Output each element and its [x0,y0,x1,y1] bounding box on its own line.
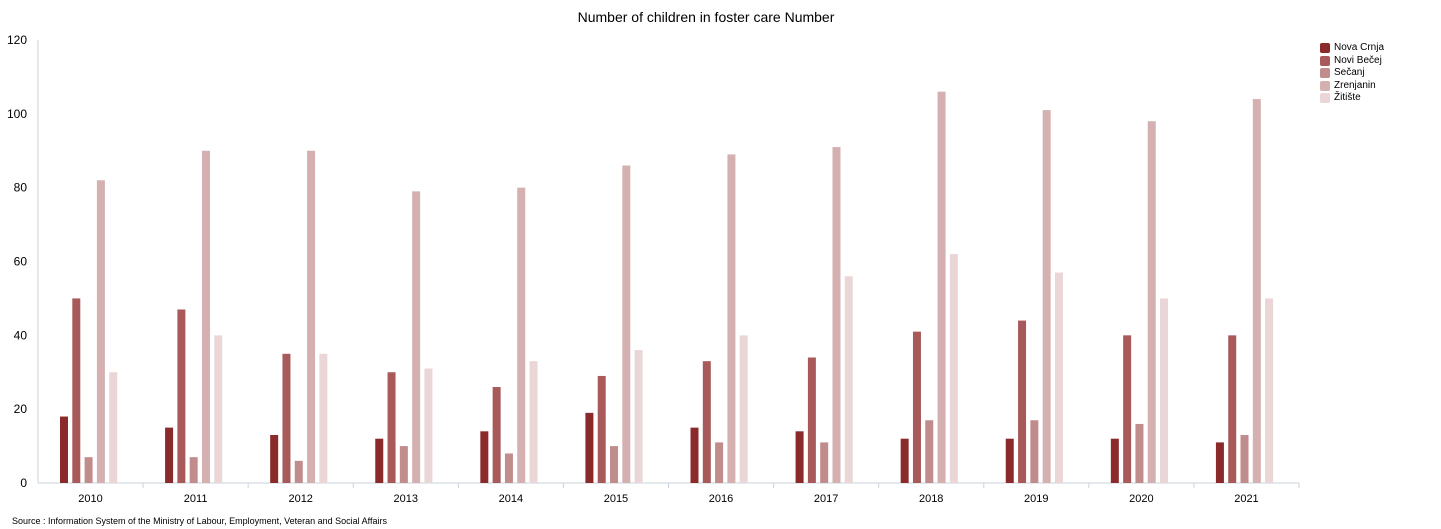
bar-novi-be-ej-2020 [1123,335,1132,483]
legend-item: Nova Crnja [1320,42,1384,55]
bar--iti-te-2020 [1160,298,1169,483]
bar-nova-crnja-2012 [270,435,279,483]
bar-nova-crnja-2021 [1215,442,1224,483]
bar-se-anj-2021 [1240,435,1249,483]
x-tick-label: 2016 [709,493,733,505]
legend-item: Zrenjanin [1320,80,1384,93]
bar-zrenjanin-2017 [832,147,841,483]
bar-zrenjanin-2019 [1042,110,1051,484]
bar-se-anj-2016 [715,442,724,483]
bar-zrenjanin-2020 [1147,121,1156,483]
x-tick-label: 2013 [394,493,418,505]
bar-se-anj-2018 [925,420,934,483]
bar--iti-te-2015 [634,350,643,483]
y-tick-label: 60 [14,255,28,269]
bar-zrenjanin-2021 [1252,99,1261,484]
chart-title: Number of children in foster care Number [577,9,835,25]
bar-nova-crnja-2017 [795,431,804,483]
legend-swatch [1320,93,1330,104]
bar-se-anj-2013 [399,446,408,483]
bar-novi-be-ej-2012 [282,353,291,483]
bar--iti-te-2014 [529,361,538,483]
bar-novi-be-ej-2018 [912,331,921,483]
bar--iti-te-2010 [109,372,118,483]
x-tick-label: 2018 [919,493,943,505]
bar-novi-be-ej-2014 [492,387,501,483]
bar-nova-crnja-2014 [480,431,489,483]
bar--iti-te-2019 [1054,272,1063,483]
bar-nova-crnja-2018 [900,438,909,483]
bar-zrenjanin-2015 [622,165,631,483]
bar-zrenjanin-2011 [201,150,210,483]
bar-se-anj-2017 [820,442,829,483]
bar-se-anj-2012 [294,460,303,483]
x-tick-label: 2017 [814,493,838,505]
x-tick-label: 2014 [499,493,523,505]
bar-nova-crnja-2010 [60,416,68,483]
bar--iti-te-2017 [844,276,853,483]
x-tick-label: 2021 [1234,493,1258,505]
bar--iti-te-2012 [319,353,328,483]
y-tick-label: 80 [14,181,28,195]
y-tick-label: 120 [7,33,27,47]
bar--iti-te-2013 [424,368,433,483]
bar-nova-crnja-2016 [690,427,699,483]
y-tick-label: 100 [7,107,27,121]
bar-se-anj-2020 [1135,423,1144,483]
x-tick-label: 2012 [288,493,312,505]
bar-novi-be-ej-2017 [807,357,816,483]
bar--iti-te-2011 [214,335,223,483]
legend-label: Zrenjanin [1334,79,1376,91]
legend-item: Žitište [1320,92,1384,105]
bar-novi-be-ej-2011 [177,309,186,483]
x-tick-label: 2015 [604,493,628,505]
bar-novi-be-ej-2015 [597,375,606,483]
bar-zrenjanin-2016 [727,154,736,484]
x-tick-label: 2020 [1129,493,1153,505]
legend-swatch [1320,68,1330,79]
bar-zrenjanin-2013 [412,191,421,483]
bar-se-anj-2010 [84,457,93,483]
bar-novi-be-ej-2010 [72,298,81,483]
bar-novi-be-ej-2021 [1228,335,1237,483]
bar-nova-crnja-2020 [1110,438,1119,483]
bar-zrenjanin-2014 [517,187,526,483]
legend-label: Žitište [1334,92,1361,103]
legend: Nova Crnja Novi Bečej Sečanj Zrenjanin Žitiš… [1320,42,1384,105]
bar-nova-crnja-2013 [375,438,384,483]
bar--iti-te-2021 [1265,298,1274,483]
bar--iti-te-2016 [739,335,748,483]
legend-item: Sečanj [1320,67,1384,80]
bar-zrenjanin-2018 [937,91,946,483]
bar-se-anj-2014 [504,453,513,483]
legend-swatch [1320,55,1330,66]
y-tick-label: 20 [14,402,28,416]
legend-item: Novi Bečej [1320,55,1384,68]
legend-label: Novi Bečej [1334,54,1382,66]
bar-se-anj-2015 [610,446,619,483]
bar-novi-be-ej-2016 [702,361,711,483]
legend-label: Nova Crnja [1334,42,1385,53]
source-note: Source : Information System of the Minis… [12,516,388,526]
x-tick-label: 2011 [184,493,208,505]
y-tick-label: 0 [20,476,27,490]
x-tick-label: 2019 [1024,493,1048,505]
bar-novi-be-ej-2013 [387,372,396,483]
y-tick-label: 40 [14,328,28,342]
bar-nova-crnja-2019 [1005,438,1014,483]
x-tick-label: 2010 [78,493,102,505]
bar-se-anj-2011 [189,457,198,483]
bar-se-anj-2019 [1030,420,1039,483]
legend-swatch [1320,43,1330,54]
bar-nova-crnja-2011 [165,427,174,483]
bar--iti-te-2018 [949,254,958,483]
bar-zrenjanin-2012 [307,150,316,483]
bar-nova-crnja-2015 [585,412,594,483]
bar-novi-be-ej-2019 [1018,320,1027,483]
legend-label: Sečanj [1334,67,1365,78]
legend-swatch [1320,80,1330,91]
bar-zrenjanin-2010 [96,180,105,484]
